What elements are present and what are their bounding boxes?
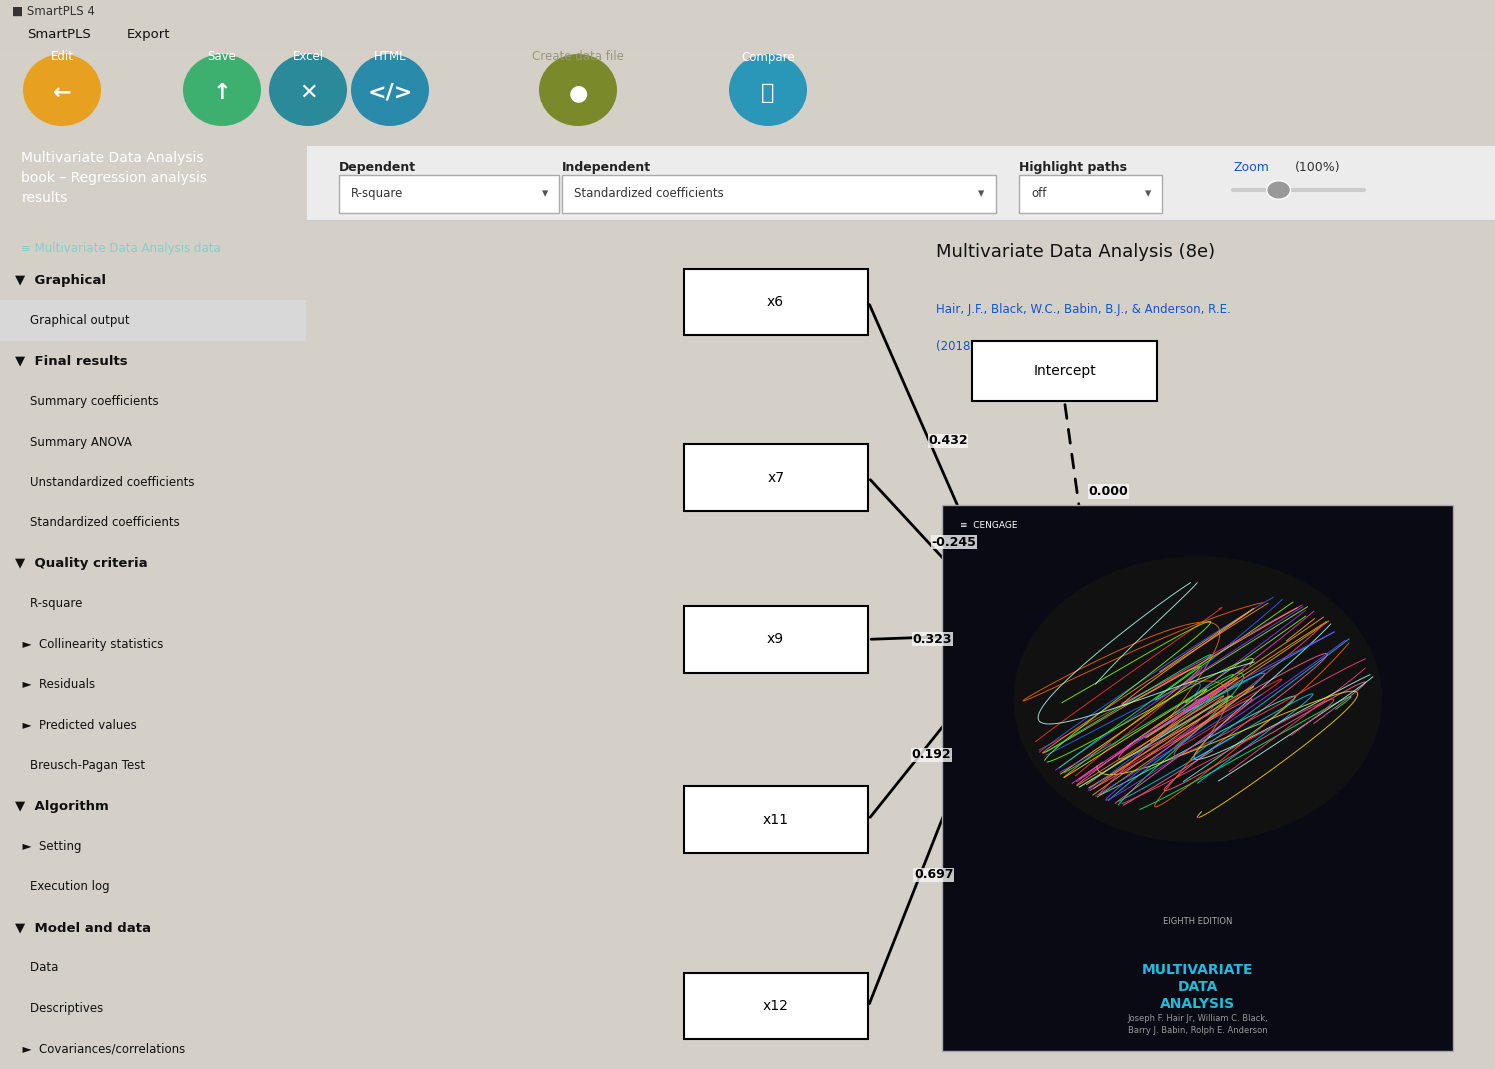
FancyBboxPatch shape — [999, 591, 1183, 687]
Text: 0.791: 0.791 — [1067, 651, 1115, 666]
Text: ▾: ▾ — [978, 187, 985, 200]
Text: Descriptives: Descriptives — [15, 1002, 103, 1014]
Text: ►  Predicted values: ► Predicted values — [15, 718, 138, 731]
Text: ▼  Model and data: ▼ Model and data — [15, 920, 151, 934]
Text: EIGHTH EDITION: EIGHTH EDITION — [1163, 916, 1232, 926]
FancyBboxPatch shape — [683, 787, 867, 853]
Text: ■ SmartPLS 4: ■ SmartPLS 4 — [12, 4, 94, 17]
Ellipse shape — [540, 55, 617, 126]
Text: 0.697: 0.697 — [913, 868, 954, 882]
FancyBboxPatch shape — [683, 268, 867, 336]
Text: ≡ Multivariate Data Analysis data: ≡ Multivariate Data Analysis data — [21, 242, 221, 255]
Circle shape — [1266, 181, 1290, 199]
Bar — [0, 300, 306, 341]
Text: ►  Covariances/correlations: ► Covariances/correlations — [15, 1042, 185, 1055]
Text: HTML: HTML — [374, 50, 407, 63]
Text: Multivariate Data Analysis
book – Regression analysis
results: Multivariate Data Analysis book – Regres… — [21, 151, 208, 205]
Text: x19: x19 — [1075, 615, 1106, 630]
Text: ▼  Quality criteria: ▼ Quality criteria — [15, 557, 148, 570]
Text: -0.245: -0.245 — [931, 536, 976, 548]
Text: x9: x9 — [767, 633, 785, 647]
Text: Unstandardized coefficients: Unstandardized coefficients — [15, 476, 194, 489]
Text: Joseph F. Hair Jr, William C. Black,
Barry J. Babin, Rolph E. Anderson: Joseph F. Hair Jr, William C. Black, Bar… — [1127, 1014, 1268, 1035]
Text: x7: x7 — [767, 470, 785, 484]
Ellipse shape — [269, 55, 347, 126]
Text: x12: x12 — [762, 1000, 788, 1013]
Text: Hair, J.F., Black, W.C., Babin, B.J., & Anderson, R.E.: Hair, J.F., Black, W.C., Babin, B.J., & … — [936, 304, 1230, 316]
Text: Compare: Compare — [742, 50, 795, 63]
Text: Summary coefficients: Summary coefficients — [15, 396, 158, 408]
Text: Graphical output: Graphical output — [15, 314, 130, 327]
FancyBboxPatch shape — [339, 175, 559, 213]
Text: ►  Setting: ► Setting — [15, 840, 82, 853]
FancyBboxPatch shape — [683, 606, 867, 672]
Text: x11: x11 — [762, 812, 789, 826]
Text: Multivariate Data Analysis (8e): Multivariate Data Analysis (8e) — [936, 243, 1215, 261]
Text: R-square: R-square — [351, 187, 404, 200]
Text: 0.432: 0.432 — [928, 434, 967, 447]
Text: Create data file: Create data file — [532, 50, 623, 63]
FancyBboxPatch shape — [942, 506, 1453, 1051]
Text: 0.192: 0.192 — [912, 748, 951, 761]
Text: Edit: Edit — [51, 50, 73, 63]
Text: (100%): (100%) — [1295, 161, 1341, 174]
FancyBboxPatch shape — [683, 973, 867, 1039]
Text: Execution log: Execution log — [15, 881, 111, 894]
Text: </>: </> — [368, 83, 413, 103]
FancyBboxPatch shape — [972, 341, 1157, 402]
Text: Summary ANOVA: Summary ANOVA — [15, 435, 132, 449]
Text: ▼  Final results: ▼ Final results — [15, 355, 129, 368]
Text: Intercept: Intercept — [1033, 365, 1096, 378]
Text: Export: Export — [127, 28, 170, 41]
Text: Data: Data — [15, 961, 58, 974]
FancyBboxPatch shape — [562, 175, 996, 213]
FancyBboxPatch shape — [683, 445, 867, 511]
Text: 📖: 📖 — [761, 83, 774, 103]
Text: x6: x6 — [767, 295, 785, 309]
Text: 0.000: 0.000 — [1088, 485, 1129, 498]
Text: R-square: R-square — [15, 598, 82, 610]
Text: Save: Save — [208, 50, 236, 63]
Text: Breusch-Pagan Test: Breusch-Pagan Test — [15, 759, 145, 772]
Ellipse shape — [182, 55, 262, 126]
Text: ▾: ▾ — [541, 187, 549, 200]
Text: 0.323: 0.323 — [913, 633, 952, 646]
Ellipse shape — [351, 55, 429, 126]
Text: off: off — [1032, 187, 1046, 200]
Text: Standardized coefficients: Standardized coefficients — [574, 187, 724, 200]
Text: Zoom: Zoom — [1233, 161, 1269, 174]
FancyBboxPatch shape — [1020, 175, 1162, 213]
Text: Standardized coefficients: Standardized coefficients — [15, 516, 179, 529]
Text: ▼  Algorithm: ▼ Algorithm — [15, 800, 109, 812]
Text: SmartPLS: SmartPLS — [27, 28, 91, 41]
Ellipse shape — [730, 55, 807, 126]
Text: ↑: ↑ — [212, 83, 232, 103]
Text: Independent: Independent — [562, 161, 650, 174]
Text: ▾: ▾ — [1145, 187, 1151, 200]
Text: (2018).  London: Cengage Learning.: (2018). London: Cengage Learning. — [936, 340, 1148, 353]
Text: MULTIVARIATE
DATA
ANALYSIS: MULTIVARIATE DATA ANALYSIS — [1142, 963, 1253, 1011]
Text: ←: ← — [52, 83, 72, 103]
Text: ●: ● — [568, 83, 588, 103]
Text: ▼  Graphical: ▼ Graphical — [15, 274, 106, 286]
Text: Dependent: Dependent — [339, 161, 417, 174]
Text: ≡  CENGAGE: ≡ CENGAGE — [960, 522, 1018, 530]
Text: ✕: ✕ — [299, 83, 317, 103]
Circle shape — [1014, 556, 1381, 842]
Bar — [306, 145, 1495, 220]
Text: Highlight paths: Highlight paths — [1020, 161, 1127, 174]
Text: Excel: Excel — [293, 50, 323, 63]
Ellipse shape — [22, 55, 102, 126]
Text: ►  Collinearity statistics: ► Collinearity statistics — [15, 638, 163, 651]
Text: ►  Residuals: ► Residuals — [15, 678, 96, 692]
